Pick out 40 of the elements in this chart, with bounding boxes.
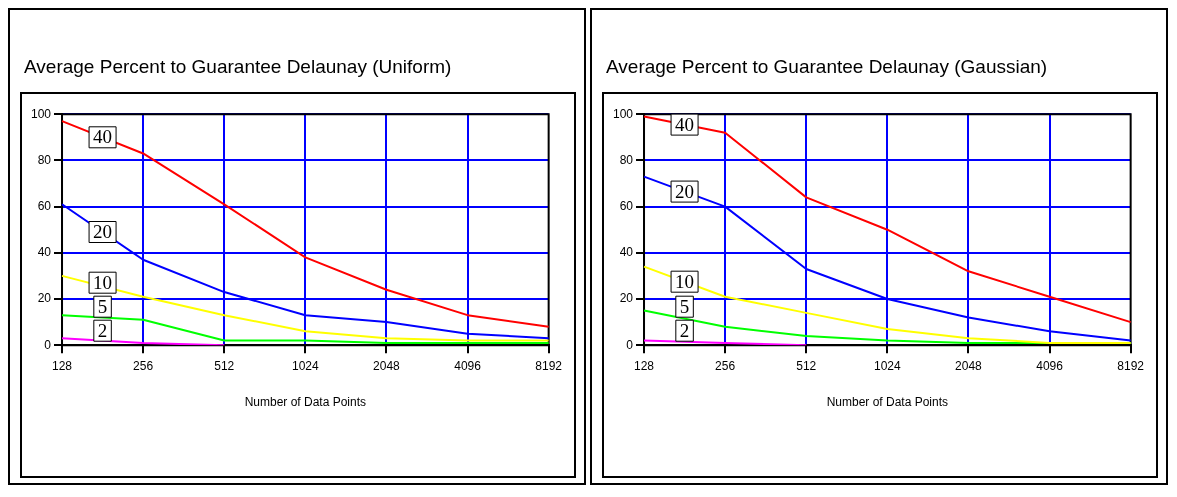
series-label: 10 bbox=[93, 271, 113, 293]
series-label: 20 bbox=[675, 180, 695, 202]
y-tick-label: 100 bbox=[30, 106, 52, 121]
series-label: 20 bbox=[93, 220, 113, 242]
x-tick-label: 8192 bbox=[1117, 358, 1145, 373]
x-tick-label: 256 bbox=[715, 358, 736, 373]
y-tick-label: 60 bbox=[37, 198, 52, 213]
y-tick-label: 100 bbox=[612, 106, 634, 121]
y-tick-label: 80 bbox=[37, 152, 52, 167]
x-tick-label: 128 bbox=[634, 358, 655, 373]
x-tick-label: 4096 bbox=[1036, 358, 1064, 373]
x-tick-label: 2048 bbox=[955, 358, 983, 373]
series-label: 2 bbox=[679, 319, 690, 341]
y-tick-label: 40 bbox=[37, 245, 52, 260]
x-tick-label: 512 bbox=[796, 358, 817, 373]
chart-title: Average Percent to Guarantee Delaunay (Uniform) bbox=[24, 56, 452, 78]
series-label: 2 bbox=[97, 319, 108, 341]
series-label: 5 bbox=[679, 295, 690, 317]
series-label: 40 bbox=[675, 113, 695, 135]
y-tick-label: 0 bbox=[626, 337, 634, 352]
x-axis-title: Number of Data Points bbox=[244, 395, 367, 410]
x-tick-label: 1024 bbox=[873, 358, 902, 373]
series-label: 5 bbox=[97, 295, 108, 317]
y-tick-label: 20 bbox=[619, 291, 634, 306]
x-tick-label: 1024 bbox=[291, 358, 320, 373]
x-tick-label: 512 bbox=[214, 358, 235, 373]
x-tick-label: 8192 bbox=[535, 358, 563, 373]
y-tick-label: 20 bbox=[37, 291, 52, 306]
x-tick-label: 128 bbox=[52, 358, 73, 373]
y-tick-label: 40 bbox=[619, 245, 634, 260]
chart-title: Average Percent to Guarantee Delaunay (Gaussian) bbox=[606, 56, 1048, 78]
y-tick-label: 60 bbox=[619, 198, 634, 213]
series-label: 40 bbox=[93, 126, 113, 148]
y-tick-label: 0 bbox=[44, 337, 52, 352]
x-tick-label: 4096 bbox=[454, 358, 482, 373]
x-tick-label: 256 bbox=[133, 358, 154, 373]
series-label: 10 bbox=[675, 270, 695, 292]
x-axis-title: Number of Data Points bbox=[826, 395, 949, 410]
y-tick-label: 80 bbox=[619, 152, 634, 167]
x-tick-label: 2048 bbox=[373, 358, 401, 373]
